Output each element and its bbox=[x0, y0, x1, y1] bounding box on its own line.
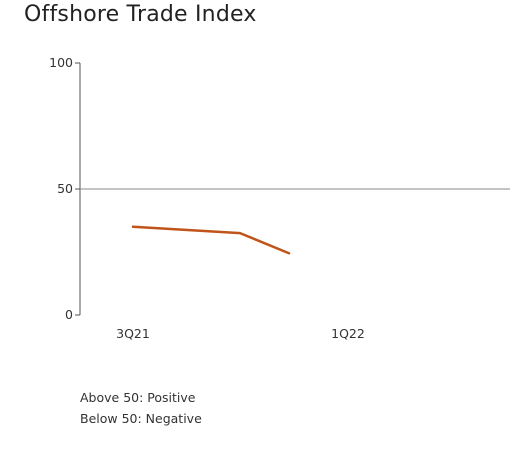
y-tick-label-0: 0 bbox=[65, 307, 73, 322]
series-line-0 bbox=[131, 225, 291, 255]
chart-title: Offshore Trade Index bbox=[24, 2, 257, 27]
legend-notes: Above 50: Positive Below 50: Negative bbox=[80, 387, 202, 429]
y-tick-label-50: 50 bbox=[57, 181, 73, 196]
x-tick-label-1Q22: 1Q22 bbox=[331, 326, 365, 341]
x-tick-label-3Q21: 3Q21 bbox=[116, 326, 150, 341]
y-tick-label-100: 100 bbox=[49, 55, 73, 70]
note-above: Above 50: Positive bbox=[80, 390, 196, 405]
note-below: Below 50: Negative bbox=[80, 411, 202, 426]
